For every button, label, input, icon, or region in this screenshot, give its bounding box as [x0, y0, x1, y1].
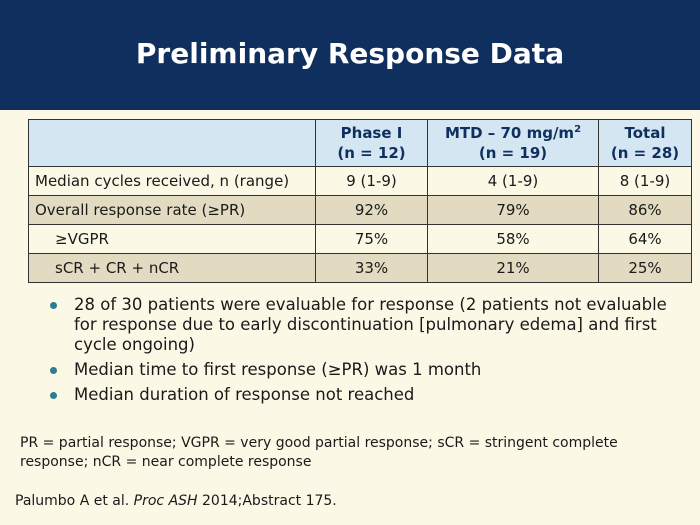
cell-phase1: 33% — [315, 253, 428, 283]
bullet-text: Median time to first response (≥PR) was … — [74, 360, 482, 379]
table-row: Overall response rate (≥PR) 92% 79% 86% — [28, 195, 692, 225]
header-total: Total (n = 28) — [598, 119, 692, 167]
cell-phase1: 75% — [315, 224, 428, 254]
row-label: ≥VGPR — [28, 224, 316, 254]
header-mtd-name: MTD – 70 mg/m2 — [428, 123, 598, 143]
header-mtd-superscript: 2 — [574, 124, 582, 135]
cell-mtd: 21% — [427, 253, 599, 283]
bullet-text: 28 of 30 patients were evaluable for res… — [74, 295, 667, 354]
header-phase1: Phase I (n = 12) — [315, 119, 428, 167]
cell-total: 86% — [598, 195, 692, 225]
table-row: Median cycles received, n (range) 9 (1-9… — [28, 166, 692, 196]
cell-phase1: 9 (1-9) — [315, 166, 428, 196]
header-total-name: Total — [624, 124, 666, 142]
row-label: sCR + CR + nCR — [28, 253, 316, 283]
bullet-dot-icon — [50, 392, 57, 399]
row-label: Median cycles received, n (range) — [28, 166, 316, 196]
cell-phase1: 92% — [315, 195, 428, 225]
bullet-item: Median time to first response (≥PR) was … — [50, 360, 670, 380]
abbreviation-footnote: PR = partial response; VGPR = very good … — [20, 435, 618, 470]
response-table-container: Phase I (n = 12) MTD – 70 mg/m2 (n = 19)… — [28, 119, 692, 283]
row-label: Overall response rate (≥PR) — [28, 195, 316, 225]
response-table: Phase I (n = 12) MTD – 70 mg/m2 (n = 19)… — [28, 119, 692, 283]
table-row: ≥VGPR 75% 58% 64% — [28, 224, 692, 254]
bullet-dot-icon — [50, 302, 57, 309]
title-banner: Preliminary Response Data — [0, 0, 700, 110]
citation-details: 2014;Abstract 175. — [197, 493, 337, 509]
header-mtd-n: (n = 19) — [478, 144, 548, 162]
citation-journal: Proc ASH — [133, 493, 198, 509]
citation-authors: Palumbo A et al. — [15, 493, 134, 509]
header-total-n: (n = 28) — [610, 144, 680, 162]
cell-total: 25% — [598, 253, 692, 283]
header-empty-cell — [28, 119, 316, 167]
cell-total: 8 (1-9) — [598, 166, 692, 196]
bullet-list: 28 of 30 patients were evaluable for res… — [50, 295, 670, 410]
bullet-text: Median duration of response not reached — [74, 385, 415, 404]
citation: Palumbo A et al. Proc ASH 2014;Abstract … — [15, 493, 337, 509]
table-header-row: Phase I (n = 12) MTD – 70 mg/m2 (n = 19)… — [28, 119, 692, 167]
table-row: sCR + CR + nCR 33% 21% 25% — [28, 253, 692, 283]
header-phase1-n: (n = 12) — [337, 144, 406, 162]
cell-total: 64% — [598, 224, 692, 254]
header-mtd-text: MTD – 70 mg/m — [444, 124, 575, 142]
bullet-item: Median duration of response not reached — [50, 385, 670, 405]
header-phase1-name: Phase I — [340, 124, 403, 142]
header-mtd: MTD – 70 mg/m2 (n = 19) — [427, 119, 599, 167]
cell-mtd: 58% — [427, 224, 599, 254]
cell-mtd: 79% — [427, 195, 599, 225]
slide-title: Preliminary Response Data — [135, 36, 565, 70]
bullet-dot-icon — [50, 367, 57, 374]
cell-mtd: 4 (1-9) — [427, 166, 599, 196]
bullet-item: 28 of 30 patients were evaluable for res… — [50, 295, 670, 355]
